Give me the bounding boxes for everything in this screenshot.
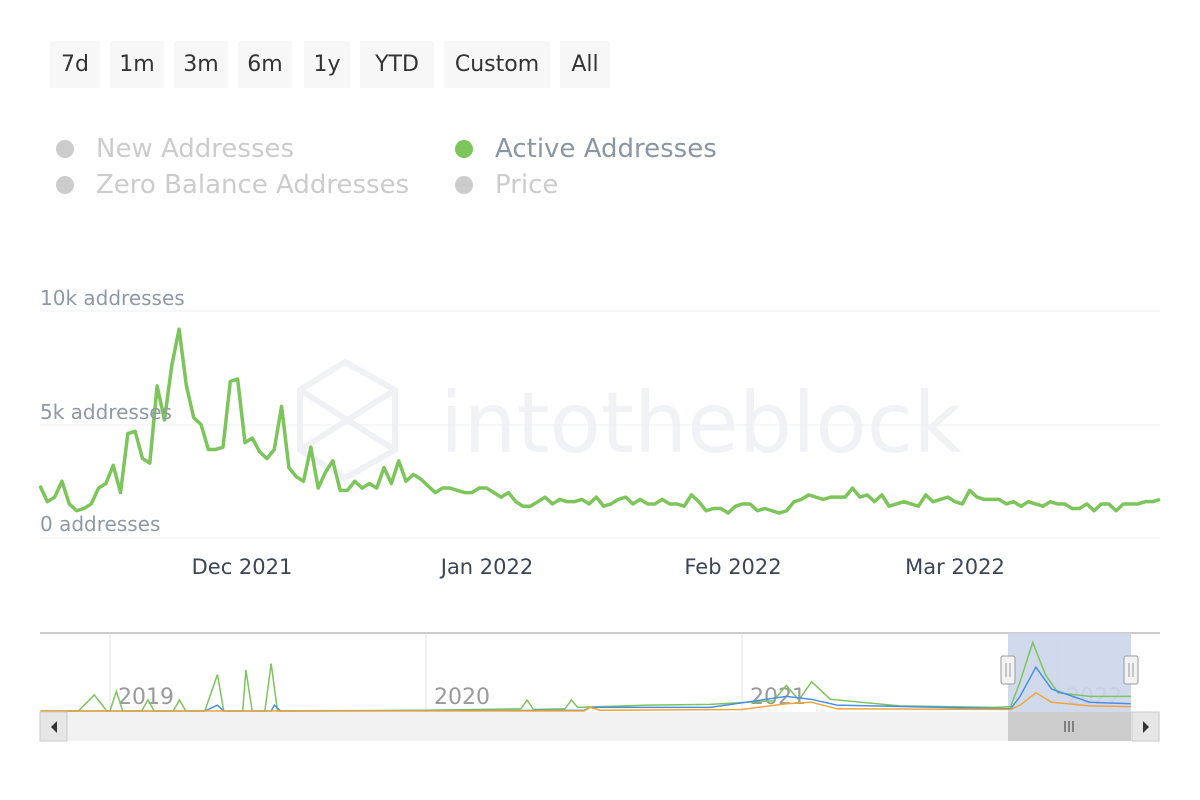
range-6m-button[interactable]: 6m (238, 41, 292, 88)
navigator-tick-label: 2019 (118, 685, 174, 710)
navigator-left-handle[interactable] (1000, 655, 1016, 685)
x-tick-label: Feb 2022 (684, 555, 782, 579)
y-tick-label: 0 addresses (40, 512, 161, 536)
x-tick-label: Dec 2021 (191, 555, 293, 579)
navigator-series-line (40, 665, 1131, 712)
range-all-button[interactable]: All (560, 41, 610, 88)
navigator[interactable]: 2019202020212022 (40, 632, 1160, 712)
watermark: intotheblock (297, 358, 962, 482)
range-custom-button[interactable]: Custom (444, 41, 550, 88)
legend-label: Zero Balance Addresses (96, 170, 410, 200)
legend-dot-icon (455, 140, 473, 158)
scrollbar-track[interactable] (40, 712, 1160, 741)
active-addresses-line (38, 327, 1161, 515)
legend-zero-balance-addresses[interactable]: Zero Balance Addresses (56, 170, 409, 200)
x-tick-label: Jan 2022 (440, 555, 534, 579)
legend-active-addresses[interactable]: Active Addresses (455, 134, 717, 164)
x-tick-label: Mar 2022 (905, 555, 1005, 579)
range-1y-button[interactable]: 1y (304, 41, 350, 88)
range-1m-button[interactable]: 1m (110, 41, 164, 88)
legend-dot-icon (56, 140, 74, 158)
scroll-left-button[interactable] (39, 711, 68, 742)
legend-price[interactable]: Price (455, 170, 558, 200)
scrollbar[interactable] (39, 711, 1160, 742)
navigator-tick-label: 2020 (434, 685, 490, 710)
arrow-right-icon (1143, 721, 1149, 733)
range-7d-button[interactable]: 7d (50, 41, 100, 88)
legend-label: New Addresses (96, 134, 295, 164)
legend-label: Active Addresses (495, 134, 717, 164)
navigator-series-line (40, 640, 1131, 712)
range-3m-button[interactable]: 3m (174, 41, 228, 88)
legend-new-addresses[interactable]: New Addresses (56, 134, 294, 164)
range-ytd-button[interactable]: YTD (360, 41, 434, 88)
legend-label: Price (495, 170, 559, 200)
y-tick-label: 10k addresses (40, 286, 185, 310)
grip-icon (1064, 721, 1074, 732)
navigator-series-line (40, 691, 1131, 712)
watermark-logo-icon (297, 358, 398, 482)
legend-dot-icon (56, 176, 74, 194)
navigator-right-handle[interactable] (1123, 655, 1139, 685)
y-tick-label: 5k addresses (40, 400, 172, 424)
legend-dot-icon (455, 176, 473, 194)
watermark-text: intotheblock (440, 374, 962, 472)
arrow-left-icon (51, 721, 57, 733)
